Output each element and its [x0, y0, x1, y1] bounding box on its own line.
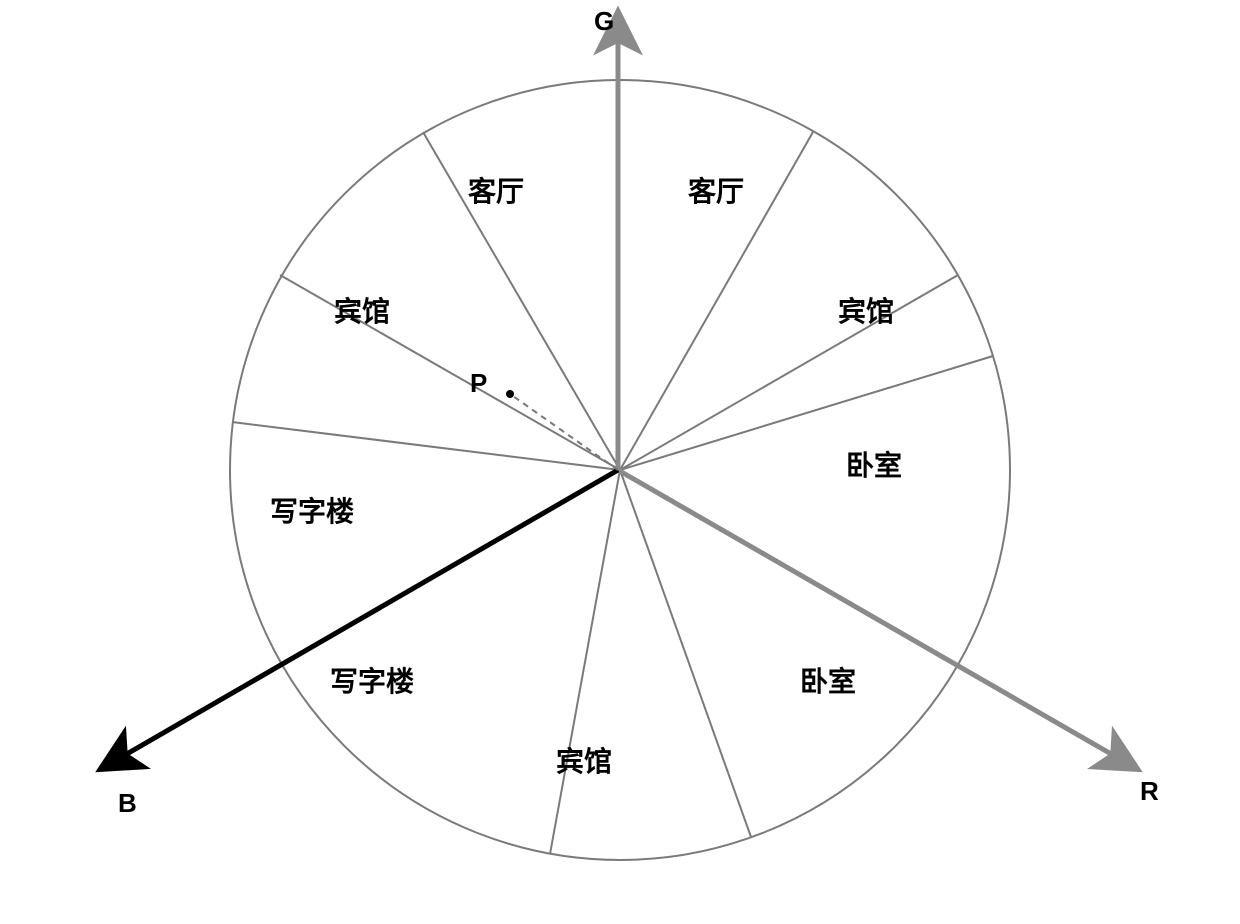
sector-label: 宾馆: [556, 740, 612, 780]
sector-label: 卧室: [846, 444, 902, 484]
sector-label: 写字楼: [330, 660, 414, 700]
sector-divider: [620, 275, 958, 470]
point-p-dot: [506, 390, 514, 398]
sector-label: 卧室: [800, 660, 856, 700]
axis-R: [618, 470, 1132, 766]
axis-label-B: B: [118, 788, 137, 819]
axis-B: [106, 470, 618, 766]
sector-label: 客厅: [688, 170, 744, 210]
diagram-svg: [0, 0, 1240, 924]
point-p-label: P: [470, 368, 487, 399]
axis-label-R: R: [1140, 776, 1159, 807]
sector-label: 写字楼: [270, 490, 354, 530]
sector-label: 宾馆: [838, 290, 894, 330]
sector-divider: [232, 422, 620, 470]
sector-divider: [550, 470, 620, 854]
axis-label-G: G: [594, 6, 614, 37]
diagram-container: G R B 客厅 客厅 宾馆 宾馆 卧室 卧室 宾馆 写字楼 写字楼 P: [0, 0, 1240, 924]
sector-divider: [280, 275, 620, 470]
svg-content: [106, 18, 1132, 860]
sector-label: 宾馆: [334, 290, 390, 330]
sector-label: 客厅: [468, 170, 524, 210]
sector-divider: [620, 470, 751, 837]
